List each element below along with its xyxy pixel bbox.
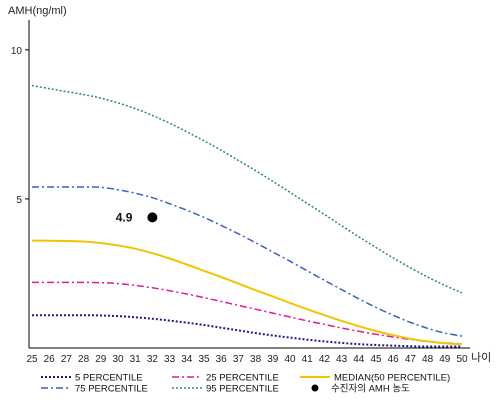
x-tick-label-38: 38 xyxy=(250,354,262,365)
series-line-95-percentile xyxy=(31,84,463,294)
legend-label-25-percentile: 25 PERCENTILE xyxy=(206,373,279,384)
x-tick-label-41: 41 xyxy=(302,354,314,365)
x-tick-label-31: 31 xyxy=(130,354,142,365)
x-tick-label-30: 30 xyxy=(112,354,124,365)
x-tick-label-50: 50 xyxy=(456,354,468,365)
legend-label-patient-amh: 수진자의 AMH 농도 xyxy=(331,384,410,395)
y-axis-title: AMH(ng/ml) xyxy=(8,5,67,17)
legend-label-5-percentile: 5 PERCENTILE xyxy=(75,373,143,384)
legend-label-median-50-percentile: MEDIAN(50 PERCENTILE) xyxy=(334,373,450,384)
series-line-75-percentile xyxy=(31,186,463,337)
patient-amh-point xyxy=(147,212,158,223)
x-tick-label-37: 37 xyxy=(233,354,245,365)
y-tick-label-10: 10 xyxy=(11,46,23,57)
x-tick-label-48: 48 xyxy=(422,354,434,365)
x-tick-label-27: 27 xyxy=(61,354,73,365)
x-tick-label-42: 42 xyxy=(319,354,331,365)
legend-label-95-percentile: 95 PERCENTILE xyxy=(206,384,279,395)
series-line-median-50-percentile xyxy=(31,239,463,346)
series-line-25-percentile xyxy=(32,281,463,345)
x-tick-label-33: 33 xyxy=(164,354,176,365)
x-tick-label-40: 40 xyxy=(284,354,296,365)
x-tick-label-36: 36 xyxy=(216,354,228,365)
x-tick-label-35: 35 xyxy=(198,354,210,365)
x-tick-label-25: 25 xyxy=(26,354,38,365)
x-tick-label-32: 32 xyxy=(147,354,159,365)
x-tick-label-34: 34 xyxy=(181,354,193,365)
x-tick-label-45: 45 xyxy=(370,354,382,365)
series-line-5-percentile xyxy=(32,314,462,348)
x-tick-label-29: 29 xyxy=(95,354,107,365)
legend-swatch-patient-amh xyxy=(311,384,319,392)
plot-area: 4.9 xyxy=(31,84,463,348)
x-tick-label-28: 28 xyxy=(78,354,90,365)
x-tick-label-39: 39 xyxy=(267,354,279,365)
x-axis-title: 나이 xyxy=(471,351,491,364)
x-tick-label-43: 43 xyxy=(336,354,348,365)
patient-amh-label: 4.9 xyxy=(116,210,133,224)
x-tick-label-26: 26 xyxy=(44,354,56,365)
x-tick-label-46: 46 xyxy=(388,354,400,365)
legend: 5 PERCENTILE 25 PERCENTILE MEDIAN(50 PERCE… xyxy=(41,373,450,395)
y-tick-label-5: 5 xyxy=(16,195,22,206)
x-tick-label-44: 44 xyxy=(353,354,365,365)
legend-label-75-percentile: 75 PERCENTILE xyxy=(75,384,148,395)
x-tick-label-49: 49 xyxy=(439,354,451,365)
x-tick-label-47: 47 xyxy=(405,354,417,365)
